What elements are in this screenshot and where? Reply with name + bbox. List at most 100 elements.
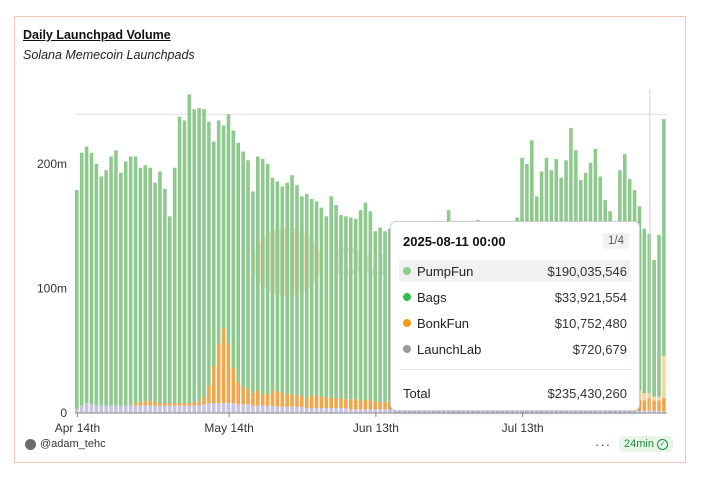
bar-launchlab[interactable]	[207, 403, 211, 413]
bar-bonkfun[interactable]	[388, 401, 392, 410]
bar-bonkfun[interactable]	[167, 403, 172, 406]
bar-bonkfun[interactable]	[187, 403, 192, 406]
bar-bonkfun[interactable]	[133, 403, 138, 406]
bar-launchlab[interactable]	[172, 405, 177, 413]
chart-title[interactable]: Daily Launchpad Volume	[23, 28, 171, 42]
bar-pumpfun[interactable]	[123, 161, 128, 406]
bar-bonkfun[interactable]	[216, 343, 221, 404]
bar-launchlab[interactable]	[339, 408, 343, 413]
bar-launchlab[interactable]	[437, 409, 441, 413]
bar-bonkfun[interactable]	[378, 401, 382, 410]
bar-pumpfun[interactable]	[216, 120, 221, 344]
bar-bonkfun[interactable]	[153, 401, 157, 406]
bar-pumpfun[interactable]	[167, 216, 172, 404]
bar-launchlab[interactable]	[510, 409, 515, 413]
author-handle[interactable]: @adam_tehc	[40, 438, 106, 450]
bar-bonkfun[interactable]	[138, 401, 143, 406]
bar-launchlab[interactable]	[358, 409, 363, 413]
bar-bags[interactable]	[642, 393, 647, 401]
bar-pumpfun[interactable]	[177, 116, 182, 404]
bar-pumpfun[interactable]	[652, 259, 656, 397]
bar-pumpfun[interactable]	[348, 217, 353, 400]
bar-pumpfun[interactable]	[329, 196, 333, 399]
bar-bonkfun[interactable]	[353, 399, 358, 410]
bar-launchlab[interactable]	[446, 409, 451, 413]
bar-launchlab[interactable]	[285, 406, 289, 413]
bar-launchlab[interactable]	[104, 405, 108, 413]
bar-pumpfun[interactable]	[275, 181, 280, 392]
bar-launchlab[interactable]	[637, 410, 642, 413]
bar-pumpfun[interactable]	[153, 182, 157, 402]
bar-launchlab[interactable]	[148, 405, 152, 413]
bar-launchlab[interactable]	[133, 405, 138, 413]
bar-launchlab[interactable]	[554, 409, 559, 413]
bar-bonkfun[interactable]	[300, 395, 304, 407]
bar-bonkfun[interactable]	[295, 395, 299, 407]
bar-pumpfun[interactable]	[265, 164, 270, 395]
bar-launchlab[interactable]	[593, 409, 598, 413]
bar-bonkfun[interactable]	[246, 389, 250, 405]
bar-launchlab[interactable]	[574, 409, 578, 413]
bar-bonkfun[interactable]	[260, 394, 265, 406]
bar-bonkfun[interactable]	[662, 398, 666, 412]
bar-bonkfun[interactable]	[334, 398, 338, 409]
bar-launchlab[interactable]	[138, 405, 143, 413]
bar-pumpfun[interactable]	[251, 191, 255, 394]
bar-launchlab[interactable]	[75, 409, 79, 413]
tooltip-page-indicator[interactable]: 1/4	[603, 233, 629, 249]
bar-launchlab[interactable]	[216, 403, 221, 413]
bar-pumpfun[interactable]	[75, 190, 79, 410]
bar-launchlab[interactable]	[490, 409, 495, 413]
bar-launchlab[interactable]	[598, 409, 603, 413]
bar-pumpfun[interactable]	[148, 167, 152, 401]
bar-pumpfun[interactable]	[657, 234, 661, 397]
bar-bonkfun[interactable]	[158, 403, 162, 406]
bar-bonkfun[interactable]	[319, 396, 324, 409]
bar-launchlab[interactable]	[167, 405, 172, 413]
bar-pumpfun[interactable]	[226, 114, 231, 344]
bar-launchlab[interactable]	[221, 403, 226, 413]
bar-bonkfun[interactable]	[363, 400, 368, 410]
bar-launchlab[interactable]	[334, 408, 338, 413]
bar-launchlab[interactable]	[187, 405, 192, 413]
bar-launchlab[interactable]	[94, 405, 99, 413]
bar-pumpfun[interactable]	[373, 231, 378, 402]
bar-bonkfun[interactable]	[265, 394, 270, 406]
bar-pumpfun[interactable]	[647, 233, 652, 394]
bar-bonkfun[interactable]	[344, 399, 348, 409]
bar-launchlab[interactable]	[588, 409, 593, 413]
bar-bonkfun[interactable]	[642, 400, 647, 411]
bar-launchlab[interactable]	[329, 408, 333, 413]
bar-pumpfun[interactable]	[285, 182, 289, 395]
bar-launchlab[interactable]	[471, 409, 475, 413]
bar-launchlab[interactable]	[241, 404, 245, 413]
bar-bonkfun[interactable]	[226, 343, 231, 404]
bar-launchlab[interactable]	[280, 406, 285, 413]
bar-launchlab[interactable]	[618, 409, 622, 413]
bar-bonkfun[interactable]	[314, 395, 319, 409]
bar-bonkfun[interactable]	[383, 401, 387, 410]
bar-launchlab[interactable]	[530, 409, 534, 413]
bar-bonkfun[interactable]	[256, 390, 260, 406]
bar-launchlab[interactable]	[569, 409, 573, 413]
bar-bonkfun[interactable]	[207, 385, 211, 404]
bar-launchlab[interactable]	[363, 409, 368, 413]
bar-pumpfun[interactable]	[642, 228, 647, 394]
bar-pumpfun[interactable]	[256, 156, 260, 391]
bar-launchlab[interactable]	[481, 409, 485, 413]
bar-bonkfun[interactable]	[172, 403, 177, 406]
bar-launchlab[interactable]	[79, 405, 84, 413]
bar-launchlab[interactable]	[158, 405, 162, 413]
bar-bonkfun[interactable]	[197, 401, 201, 406]
bar-bonkfun[interactable]	[148, 400, 152, 406]
bar-launchlab[interactable]	[383, 409, 387, 413]
bar-bonkfun[interactable]	[143, 401, 148, 406]
bar-pumpfun[interactable]	[94, 164, 99, 406]
bar-pumpfun[interactable]	[260, 159, 265, 395]
bar-launchlab[interactable]	[373, 409, 378, 413]
bar-launchlab[interactable]	[84, 403, 89, 413]
bar-launchlab[interactable]	[544, 409, 549, 413]
bar-pumpfun[interactable]	[304, 193, 309, 399]
bar-launchlab[interactable]	[485, 409, 490, 413]
bar-launchlab[interactable]	[412, 409, 417, 413]
